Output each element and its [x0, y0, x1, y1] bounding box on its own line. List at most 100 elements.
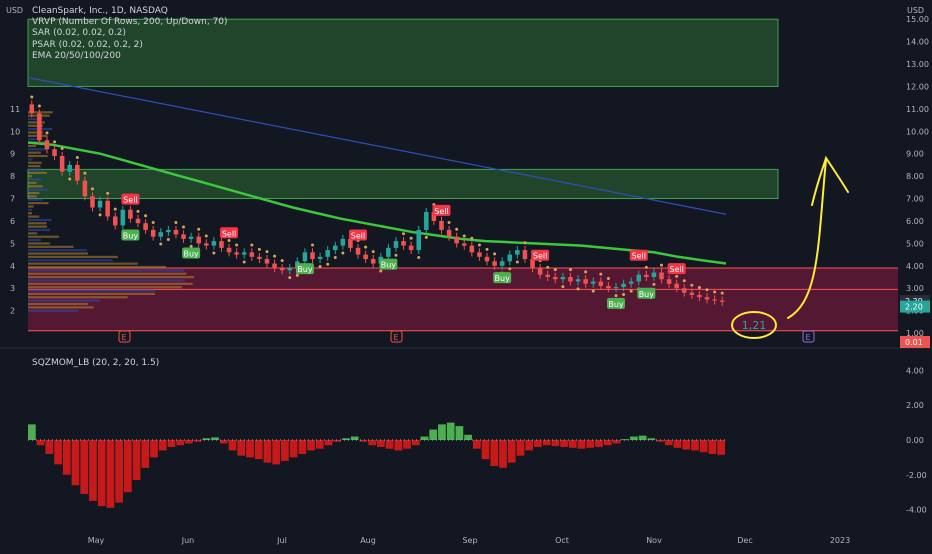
oscillator-label[interactable]: SQZMOM_LB (20, 2, 20, 1.5): [32, 358, 159, 368]
signal-label: Buy: [297, 265, 313, 274]
sar-dot: [478, 243, 481, 246]
sell-signal: Sell: [531, 250, 549, 261]
sar-dot: [486, 248, 489, 251]
momentum-bar: [72, 440, 80, 485]
momentum-bar: [482, 440, 490, 459]
signal-label: Sell: [434, 207, 448, 216]
sar-dot: [645, 266, 648, 269]
sar-dot: [288, 276, 291, 279]
candle-body: [568, 277, 573, 281]
volume-profile-bar: [28, 252, 88, 254]
momentum-bar: [220, 440, 228, 443]
momentum-bar: [107, 440, 115, 508]
candle-body: [652, 273, 657, 277]
candle-body: [181, 234, 186, 238]
momentum-bar: [141, 440, 149, 468]
sar-dot: [660, 264, 663, 267]
resistance-zone: [28, 19, 778, 86]
x-axis-tick: Aug: [360, 536, 376, 545]
momentum-bar: [517, 440, 525, 456]
candle-body: [386, 248, 391, 257]
candle-body: [325, 250, 330, 257]
momentum-bar: [586, 440, 594, 448]
candle-body: [242, 252, 247, 254]
candle-body: [45, 140, 50, 149]
momentum-bar: [168, 440, 176, 447]
momentum-bar: [534, 440, 542, 447]
right-axis-tick: 5.00: [906, 239, 924, 248]
candle-body: [477, 252, 482, 256]
sar-dot: [68, 178, 71, 181]
volume-profile-bar: [28, 212, 32, 214]
momentum-bar: [237, 440, 245, 456]
candle-body: [591, 281, 596, 283]
candle-body: [454, 237, 459, 244]
sar-dot: [614, 294, 617, 297]
sar-dot: [561, 285, 564, 288]
candle-body: [401, 241, 406, 245]
sar-dot: [273, 255, 276, 258]
oscillator-tick: -2.00: [906, 471, 927, 480]
momentum-bar: [691, 440, 699, 450]
candle-body: [576, 279, 581, 281]
sar-dot: [38, 104, 41, 107]
sar-dot: [546, 266, 549, 269]
annotation-label: 1,21: [742, 319, 767, 332]
x-axis-tick: Jun: [181, 536, 195, 545]
sar-dot: [167, 238, 170, 241]
candle-body: [394, 241, 399, 248]
oscillator-tick: 2.00: [906, 401, 924, 410]
volume-profile-bar: [28, 185, 43, 187]
sar-dot: [493, 252, 496, 255]
candle-body: [83, 181, 88, 197]
momentum-bar: [316, 440, 324, 449]
volume-profile-bar: [28, 145, 36, 147]
momentum-bar: [377, 440, 385, 447]
sar-dot: [417, 256, 420, 259]
sar-dot: [144, 214, 147, 217]
sar-dot: [190, 245, 193, 248]
momentum-bar: [639, 436, 647, 440]
price-label: 0.01: [900, 336, 930, 348]
x-axis-tick: Jul: [276, 536, 287, 545]
candle-body: [136, 219, 141, 223]
sar-dot: [652, 283, 655, 286]
momentum-bar: [499, 440, 507, 468]
momentum-bar: [333, 440, 341, 442]
candle-body: [416, 230, 421, 250]
momentum-bar: [89, 440, 97, 501]
volume-profile-bar: [28, 205, 34, 207]
right-axis-tick: 15.00: [906, 15, 929, 24]
sar-dot: [364, 246, 367, 249]
momentum-bar: [569, 440, 577, 448]
sar-dot: [577, 287, 580, 290]
x-axis-tick: May: [88, 536, 105, 545]
momentum-bar: [682, 440, 690, 450]
candle-body: [37, 113, 42, 140]
momentum-bar: [246, 440, 254, 457]
sar-dot: [137, 210, 140, 213]
sar-dot: [212, 252, 215, 255]
left-axis-tick: 10: [10, 127, 20, 136]
candle-body: [500, 261, 505, 265]
momentum-bar: [203, 438, 211, 440]
candle-body: [212, 241, 217, 245]
candle-body: [341, 239, 346, 246]
candle-body: [121, 210, 126, 226]
sar-dot: [45, 131, 48, 134]
volume-profile-bar: [28, 222, 47, 224]
candle-body: [265, 259, 270, 263]
candle-body: [690, 293, 695, 295]
momentum-bar: [464, 435, 472, 440]
volume-profile-bar: [28, 168, 41, 170]
volume-profile-bar: [28, 256, 118, 258]
sar-dot: [91, 187, 94, 190]
volume-profile-bar: [28, 162, 42, 164]
volume-profile-bar: [28, 242, 50, 244]
price-label-text: 2.20: [905, 303, 923, 312]
event-marker: E: [391, 331, 402, 342]
left-axis-tick: 6: [10, 217, 15, 226]
right-currency-label: USD: [907, 6, 924, 15]
